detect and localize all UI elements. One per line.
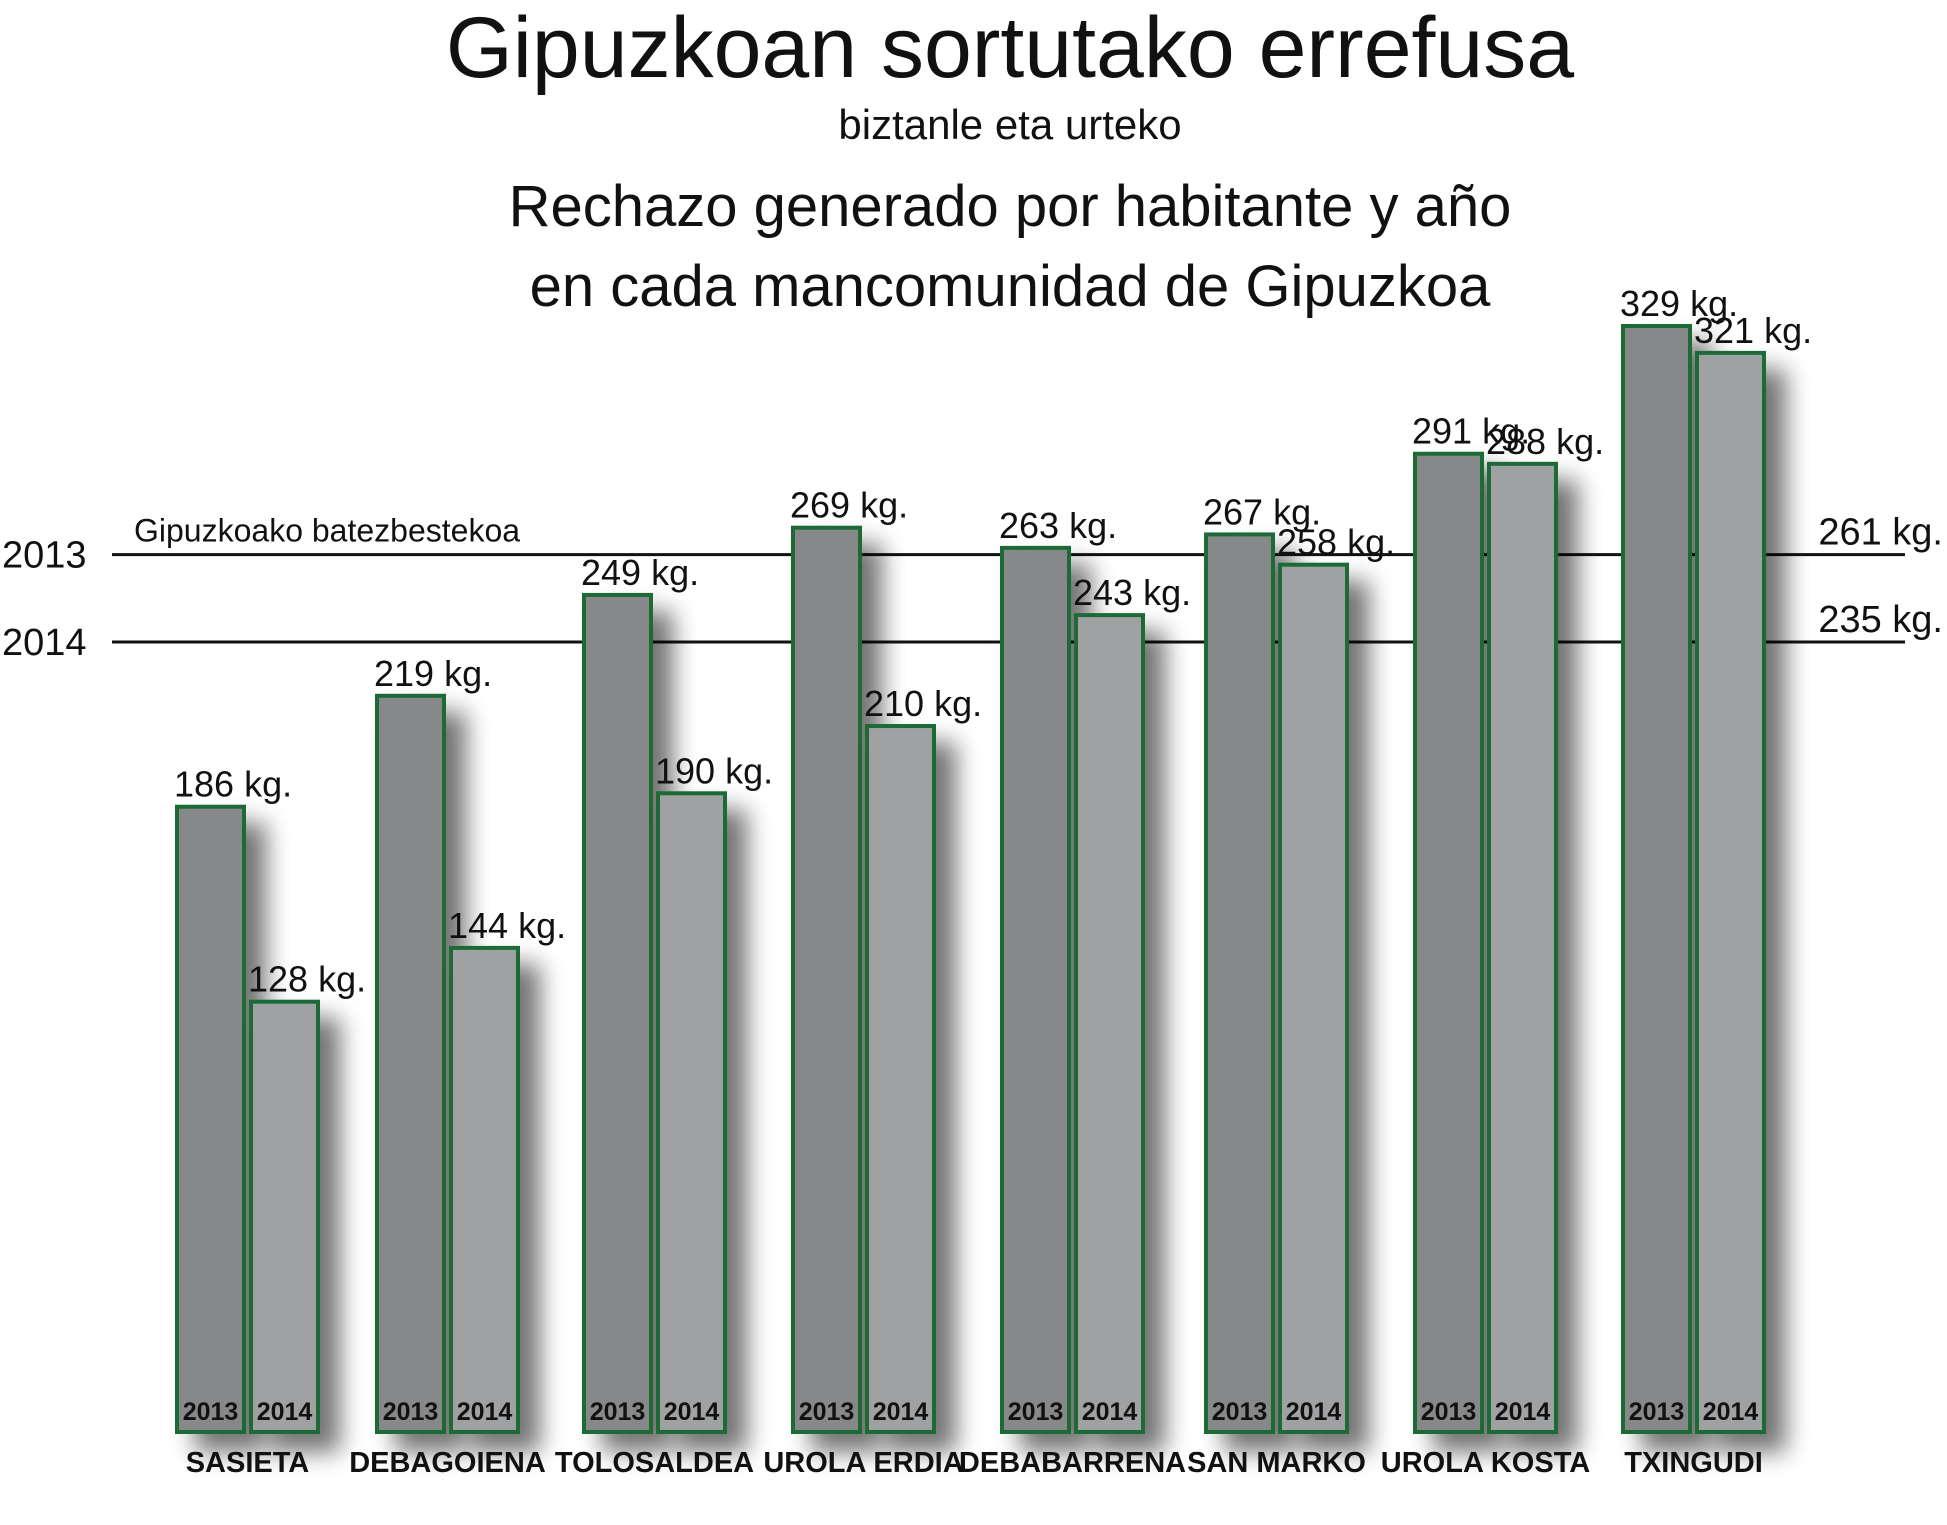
- category-label: DEBAGOIENA: [349, 1447, 546, 1479]
- bar-series-label: 2014: [1703, 1398, 1759, 1426]
- bar-2014: [449, 945, 520, 1435]
- average-line-name: Gipuzkoako batezbestekoa: [134, 513, 520, 549]
- chart-subtitle: biztanle eta urteko: [838, 101, 1182, 148]
- average-line-year-label: 2013: [2, 535, 87, 577]
- bar-series-label: 2014: [1286, 1398, 1342, 1426]
- bar-2013: [1204, 532, 1275, 1434]
- bar-value-label: 263 kg.: [999, 505, 1117, 546]
- bar-value-label: 269 kg.: [790, 485, 908, 526]
- bar-value-label: 243 kg.: [1073, 572, 1191, 613]
- bar-series-label: 2013: [183, 1398, 239, 1426]
- bar-2014: [249, 999, 320, 1435]
- bar-series-label: 2014: [873, 1398, 929, 1426]
- bar-value-label: 186 kg.: [174, 764, 292, 805]
- bar-2013: [1621, 324, 1692, 1434]
- bar-2014: [1695, 350, 1766, 1434]
- average-line-year-label: 2014: [2, 622, 87, 664]
- bar-series-label: 2014: [1495, 1398, 1551, 1426]
- category-label: TXINGUDI: [1624, 1447, 1763, 1479]
- bar-series-label: 2013: [1212, 1398, 1268, 1426]
- category-label: DEBABARRENA: [959, 1447, 1186, 1479]
- bar-value-label: 249 kg.: [581, 552, 699, 593]
- bar-2013: [582, 592, 653, 1434]
- bar-value-label: 321 kg.: [1694, 310, 1812, 351]
- chart-title-es-line1: Rechazo generado por habitante y año: [508, 174, 1512, 239]
- category-label: UROLA KOSTA: [1381, 1447, 1590, 1479]
- bar-series-label: 2013: [383, 1398, 439, 1426]
- bar-series-label: 2013: [1421, 1398, 1477, 1426]
- bar-2013: [175, 804, 246, 1434]
- bar-series-label: 2013: [1008, 1398, 1064, 1426]
- category-label: UROLA ERDIA: [763, 1447, 963, 1479]
- bar-value-label: 291 kg.: [1412, 411, 1530, 452]
- bar-series-label: 2013: [799, 1398, 855, 1426]
- bar-2014: [1278, 562, 1349, 1434]
- bar-2013: [1000, 545, 1071, 1434]
- bar-series-label: 2014: [664, 1398, 720, 1426]
- bar-value-label: 288 kg.: [1486, 421, 1604, 462]
- bar-2014: [1487, 461, 1558, 1434]
- chart-title: Gipuzkoan sortutako errefusa: [445, 0, 1575, 96]
- bar-value-label: 128 kg.: [248, 959, 366, 1000]
- bar-value-label: 267 kg.: [1203, 491, 1321, 532]
- category-label: SAN MARKO: [1187, 1447, 1366, 1479]
- bar-series-label: 2014: [257, 1398, 313, 1426]
- bar-series-label: 2014: [1082, 1398, 1138, 1426]
- bar-value-label: 219 kg.: [374, 653, 492, 694]
- bar-series-label: 2013: [1629, 1398, 1685, 1426]
- chart-title-es-line2: en cada mancomunidad de Gipuzkoa: [529, 254, 1491, 319]
- bar-value-label: 190 kg.: [655, 750, 773, 791]
- bar-series-label: 2014: [457, 1398, 513, 1426]
- bar-2013: [791, 525, 862, 1434]
- category-label: TOLOSALDEA: [555, 1447, 754, 1479]
- bar-2014: [1074, 613, 1145, 1434]
- bar-2013: [1413, 451, 1484, 1434]
- bar-value-label: 258 kg.: [1277, 522, 1395, 563]
- bar-value-label: 144 kg.: [448, 905, 566, 946]
- bar-2013: [375, 693, 446, 1434]
- category-label: SASIETA: [186, 1447, 310, 1479]
- bar-value-label: 329 kg.: [1620, 283, 1738, 324]
- bar-2014: [865, 724, 936, 1434]
- average-line-value-label: 261 kg.: [1818, 512, 1943, 554]
- bar-2014: [656, 791, 727, 1434]
- bar-value-label: 210 kg.: [864, 683, 982, 724]
- average-line-value-label: 235 kg.: [1818, 599, 1943, 641]
- bar-series-label: 2013: [590, 1398, 646, 1426]
